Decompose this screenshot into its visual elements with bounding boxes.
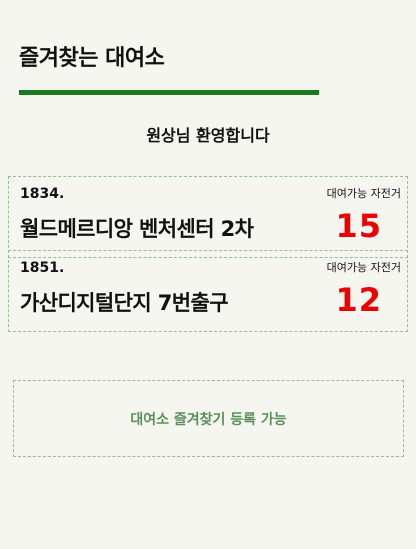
available-bikes-label: 대여가능 자전거: [326, 261, 401, 274]
station-name: 월드메르디앙 벤처센터 2차: [20, 217, 254, 241]
station-name: 가산디지털단지 7번출구: [20, 291, 229, 315]
station-id: 1834.: [20, 186, 65, 202]
add-favorite-label: 대여소 즐겨찾기 등록 가능: [130, 411, 287, 428]
available-bikes-label: 대여가능 자전거: [326, 187, 401, 200]
welcome-message: 원상님 환영합니다: [146, 126, 270, 145]
page-title: 즐겨찾는 대여소: [19, 46, 165, 71]
station-card[interactable]: 1851. 가산디지털단지 7번출구 대여가능 자전거 12: [8, 250, 408, 332]
title-underline: [19, 90, 319, 95]
available-bikes-count: 12: [335, 281, 382, 319]
add-favorite-station-button[interactable]: 대여소 즐겨찾기 등록 가능: [13, 380, 404, 457]
station-id: 1851.: [20, 260, 65, 276]
station-card[interactable]: 1834. 월드메르디앙 벤처센터 2차 대여가능 자전거 15: [8, 176, 408, 258]
available-bikes-count: 15: [335, 207, 382, 245]
